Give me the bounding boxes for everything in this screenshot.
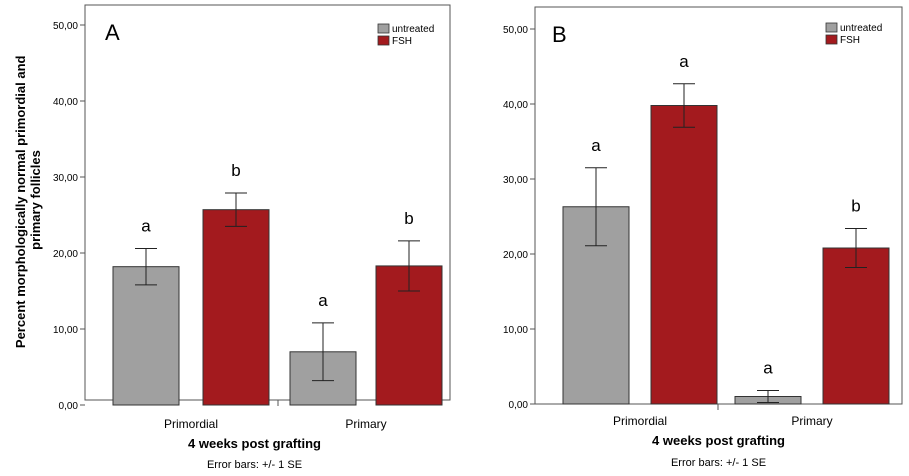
- legend-swatch-fsh: [377, 35, 390, 46]
- y-tick-label: 50,00: [53, 21, 78, 32]
- x-category-label: Primordial: [164, 417, 218, 431]
- bar-untreated-primordial: [112, 266, 180, 406]
- legend-label-untreated: untreated: [392, 24, 434, 35]
- y-tick-label: 10,00: [503, 325, 528, 336]
- y-axis-label-line-2: primary follicles: [28, 150, 43, 250]
- x-axis-label: 4 weeks post grafting: [652, 433, 785, 448]
- y-tick-label: 10,00: [53, 325, 78, 336]
- significance-label: b: [231, 161, 240, 180]
- bar-fsh-primary: [822, 247, 890, 405]
- error-bar-note: Error bars: +/- 1 SE: [207, 459, 302, 471]
- y-axis-label: Percent morphologically normal primordia…: [13, 52, 43, 348]
- panel-a: 0,00 10,00 20,00 30,00 40,00 50,00 a b Primordia…: [53, 4, 451, 471]
- y-axis-label-line-1: Percent morphologically normal primordia…: [13, 55, 28, 348]
- panel-label: A: [105, 20, 120, 45]
- significance-label: a: [679, 52, 689, 71]
- bar-fsh-primordial: [202, 209, 270, 406]
- x-axis-label: 4 weeks post grafting: [188, 436, 321, 451]
- significance-label: a: [141, 216, 151, 235]
- y-tick-label: 50,00: [503, 25, 528, 36]
- y-tick-label: 30,00: [503, 175, 528, 186]
- y-tick-label: 0,00: [59, 401, 79, 412]
- legend-label-fsh: FSH: [840, 35, 860, 46]
- significance-label: b: [851, 197, 860, 216]
- bar-fsh-primordial: [650, 105, 718, 405]
- panel-label: B: [552, 22, 567, 47]
- error-bar-note: Error bars: +/- 1 SE: [671, 457, 766, 469]
- x-category-label: Primary: [791, 414, 832, 428]
- significance-label: b: [404, 209, 413, 228]
- y-tick-label: 20,00: [503, 250, 528, 261]
- legend-swatch-fsh: [825, 34, 838, 45]
- legend-label-fsh: FSH: [392, 36, 412, 47]
- panel-b: 0,00 10,00 20,00 30,00 40,00 50,00 a a Primordia…: [503, 6, 903, 469]
- significance-label: a: [318, 291, 328, 310]
- significance-label: a: [591, 136, 601, 155]
- y-tick-label: 0,00: [509, 400, 529, 411]
- legend-swatch-untreated: [825, 22, 838, 33]
- legend-swatch-untreated: [377, 23, 390, 34]
- y-tick-label: 40,00: [53, 97, 78, 108]
- y-tick-label: 40,00: [503, 100, 528, 111]
- x-category-label: Primary: [345, 417, 386, 431]
- y-tick-label: 30,00: [53, 173, 78, 184]
- y-tick-label: 20,00: [53, 249, 78, 260]
- legend-label-untreated: untreated: [840, 23, 882, 34]
- significance-label: a: [763, 359, 773, 378]
- x-category-label: Primordial: [613, 414, 667, 428]
